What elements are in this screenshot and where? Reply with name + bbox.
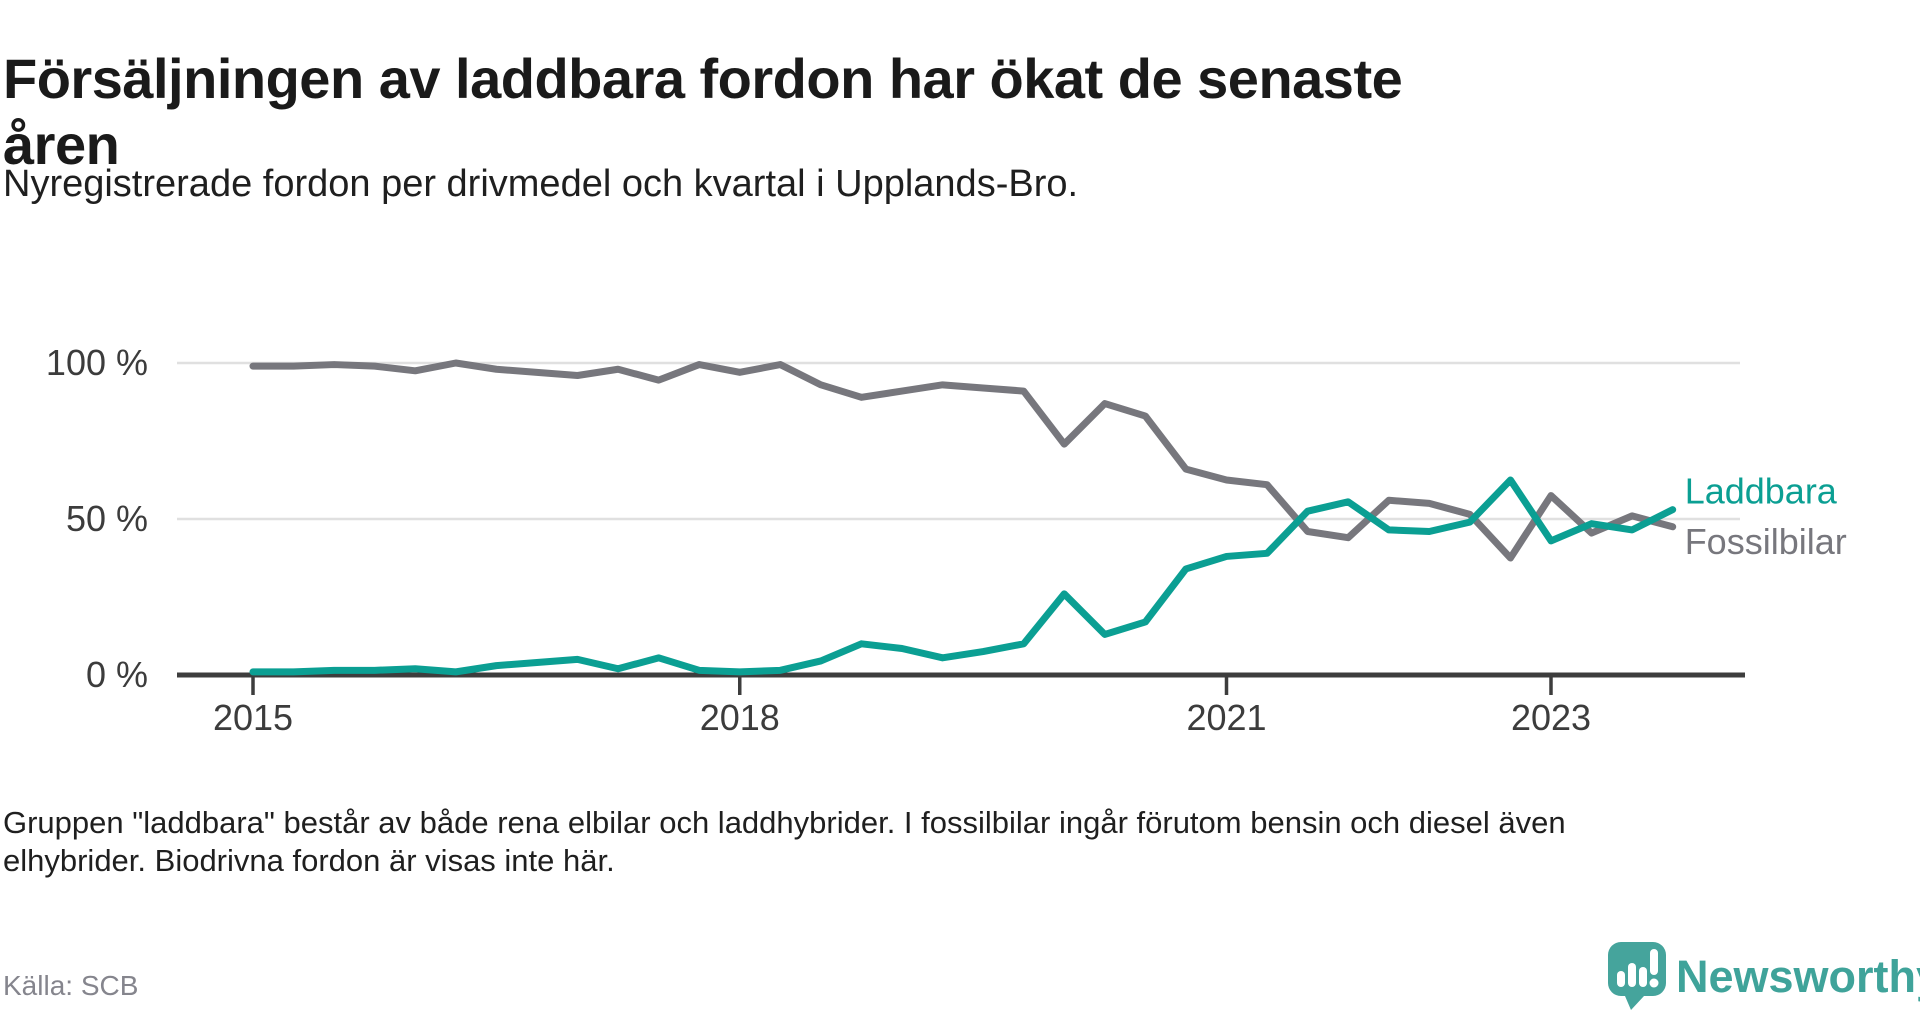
legend-label-fossilbilar: Fossilbilar: [1685, 521, 1847, 562]
source-label: Källa: SCB: [3, 970, 139, 1001]
page-subtitle: Nyregistrerade fordon per drivmedel och …: [3, 163, 1079, 205]
y-tick-label-0: 0 %: [86, 654, 148, 695]
y-tick-label-50: 50 %: [66, 498, 148, 539]
x-tick-label-2018: 2018: [700, 697, 780, 738]
line-chart: 0 % 50 % 100 % 2015 2018 2021 2023 Fossilbilar L…: [46, 342, 1847, 738]
legend-label-laddbara: Laddbara: [1685, 471, 1838, 512]
x-tick-label-2021: 2021: [1186, 697, 1266, 738]
series-line-laddbara: [249, 476, 1677, 676]
footnote-line-2: elhybrider. Biodrivna fordon är visas in…: [3, 843, 615, 878]
x-tick-label-2023: 2023: [1511, 697, 1591, 738]
newsworthy-logo-icon: [1608, 942, 1666, 1010]
exclamation-bar: [1650, 949, 1658, 975]
x-tick-label-2015: 2015: [213, 697, 293, 738]
chart-footnote: Gruppen "laddbara" består av både rena e…: [3, 804, 1566, 880]
bar-chart-glyph: [1617, 949, 1659, 988]
series-line-fossilbilar: [249, 359, 1677, 562]
exclamation-dot: [1649, 978, 1659, 988]
page-title-line-2: åren: [3, 112, 120, 176]
y-tick-label-100: 100 %: [46, 342, 148, 383]
page-title: Försäljningen av laddbara fordon har öka…: [3, 46, 1403, 178]
page-title-line-1: Försäljningen av laddbara fordon har öka…: [3, 46, 1403, 110]
newsworthy-logo-text: Newsworthy: [1676, 951, 1920, 1002]
newsworthy-logo: Newsworthy: [1608, 942, 1920, 1010]
footnote-line-1: Gruppen "laddbara" består av både rena e…: [3, 805, 1566, 840]
